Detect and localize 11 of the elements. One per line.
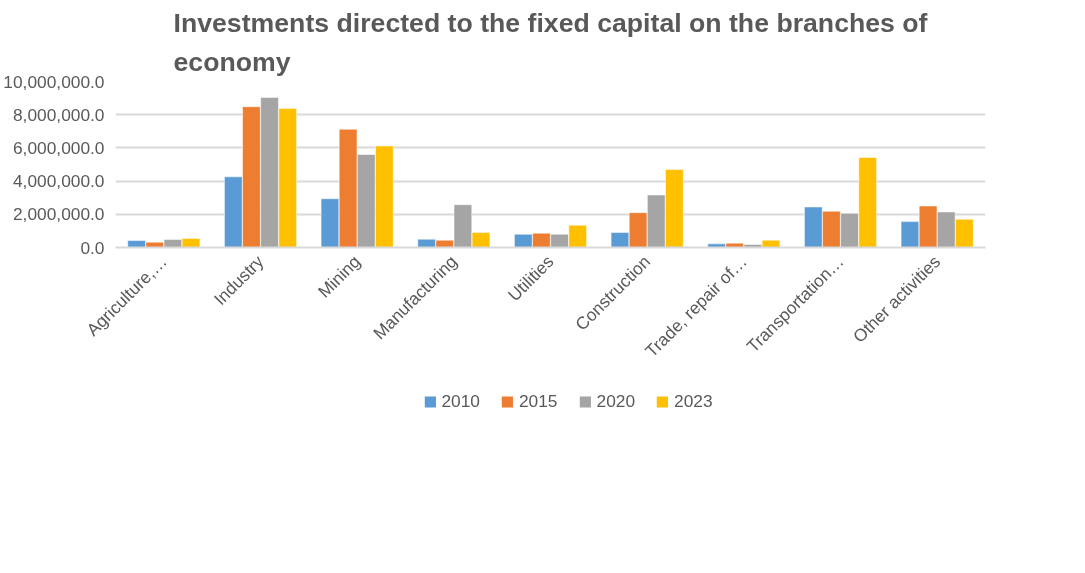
chart-title: Investments directed to the fixed capital on the branches of economy [173,7,928,77]
y-tick-label: 8,000,000.0 [12,104,105,125]
legend-label: 2020 [596,390,636,412]
y-tick-label: 10,000,000.0 [3,71,105,92]
y-tick-label: 0.0 [80,237,105,258]
y-tick-label: 4,000,000.0 [12,171,105,192]
y-tick-label: 2,000,000.0 [12,204,105,225]
legend-label: 2010 [441,390,480,412]
legend-label: 2023 [674,390,713,412]
legend-label: 2015 [518,390,558,412]
y-tick-label: 6,000,000.0 [12,137,105,158]
